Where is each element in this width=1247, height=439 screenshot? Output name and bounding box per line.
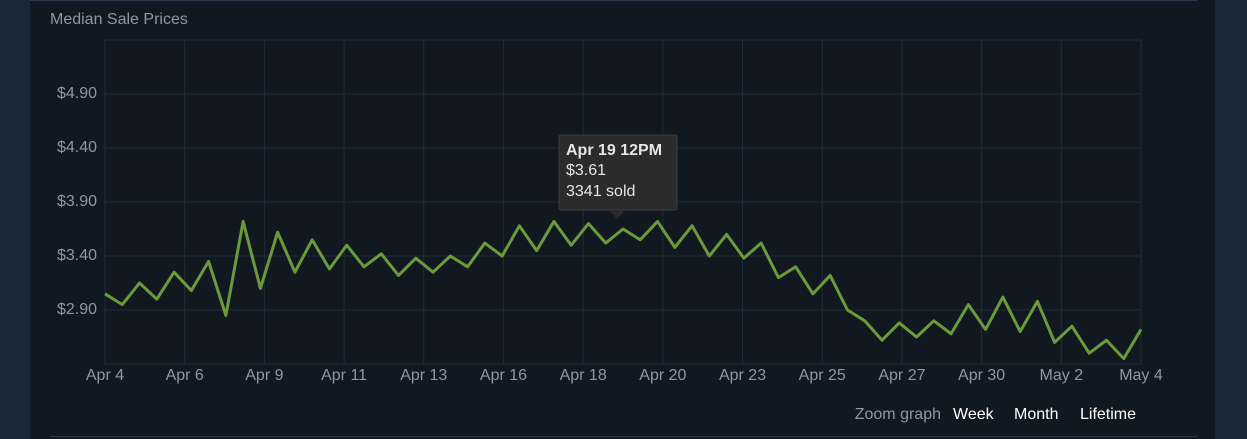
x-tick-label: Apr 30 bbox=[958, 367, 1005, 384]
x-tick-label: Apr 6 bbox=[166, 367, 204, 384]
x-tick-label: Apr 18 bbox=[560, 367, 607, 384]
x-tick-label: Apr 11 bbox=[321, 367, 367, 384]
x-tick-label: Apr 4 bbox=[86, 367, 124, 384]
x-tick-label: Apr 9 bbox=[245, 367, 283, 384]
tooltip-date: Apr 19 12PM bbox=[566, 142, 662, 159]
y-tick-label: $2.90 bbox=[57, 301, 97, 318]
y-tick-label: $3.40 bbox=[57, 247, 97, 264]
tooltip-price: $3.61 bbox=[566, 162, 606, 179]
price-line bbox=[104, 219, 1143, 361]
x-tick-label: Apr 27 bbox=[878, 367, 925, 384]
zoom-label: Zoom graph bbox=[855, 406, 941, 423]
tooltip-sold: 3341 sold bbox=[566, 183, 635, 200]
chart-title: Median Sale Prices bbox=[50, 11, 188, 28]
x-tick-label: Apr 16 bbox=[480, 367, 527, 384]
x-tick-label: May 4 bbox=[1119, 367, 1163, 384]
y-tick-label: $3.90 bbox=[57, 193, 97, 210]
zoom-option[interactable]: Month bbox=[1014, 406, 1058, 423]
x-tick-label: Apr 13 bbox=[400, 367, 447, 384]
y-tick-label: $4.90 bbox=[57, 85, 97, 102]
zoom-option[interactable]: Lifetime bbox=[1080, 406, 1136, 423]
tooltip-pointer bbox=[609, 210, 625, 219]
zoom-option[interactable]: Week bbox=[953, 406, 995, 423]
x-tick-label: Apr 20 bbox=[639, 367, 686, 384]
x-tick-label: Apr 25 bbox=[799, 367, 846, 384]
y-tick-label: $4.40 bbox=[57, 139, 97, 156]
x-tick-label: May 2 bbox=[1040, 367, 1084, 384]
x-tick-label: Apr 23 bbox=[719, 367, 766, 384]
